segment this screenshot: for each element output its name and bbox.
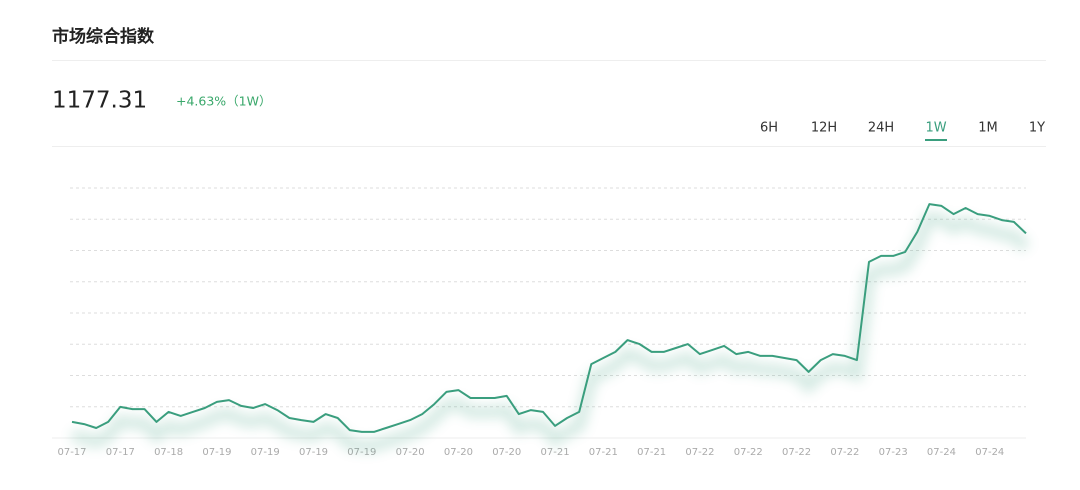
x-tick-label: 07-17 [57, 447, 86, 458]
range-tab[interactable]: 1W [925, 121, 946, 136]
x-tick-label: 07-23 [879, 447, 908, 458]
range-tab[interactable]: 12H [811, 121, 837, 136]
range-tab[interactable]: 6H [760, 121, 778, 136]
range-tab[interactable]: 1M [978, 121, 998, 136]
x-tick-label: 07-20 [396, 447, 425, 458]
x-tick-label: 07-20 [444, 447, 473, 458]
x-tick-label: 07-19 [299, 447, 328, 458]
x-tick-label: 07-19 [202, 447, 231, 458]
line-glow [70, 211, 1031, 452]
x-tick-label: 07-24 [927, 447, 956, 458]
change: +4.63%（1W） [176, 94, 272, 109]
x-tick-label: 07-22 [830, 447, 859, 458]
price: 1177.31 [52, 88, 147, 114]
x-tick-label: 07-22 [782, 447, 811, 458]
x-tick-label: 07-21 [541, 447, 570, 458]
x-tick-label: 07-19 [251, 447, 280, 458]
title: 市场综合指数 [52, 26, 155, 47]
x-tick-label: 07-17 [106, 447, 135, 458]
x-tick-label: 07-19 [347, 447, 376, 458]
x-tick-label: 07-24 [975, 447, 1004, 458]
x-tick-label: 07-22 [685, 447, 714, 458]
line [71, 203, 1027, 433]
range-tab[interactable]: 24H [868, 121, 894, 136]
x-tick-label: 07-20 [492, 447, 521, 458]
x-tick-label: 07-22 [734, 447, 763, 458]
range-tab[interactable]: 1Y [1029, 121, 1045, 136]
x-tick-label: 07-21 [637, 447, 666, 458]
x-tick-label: 07-18 [154, 447, 183, 458]
x-tick-label: 07-21 [589, 447, 618, 458]
